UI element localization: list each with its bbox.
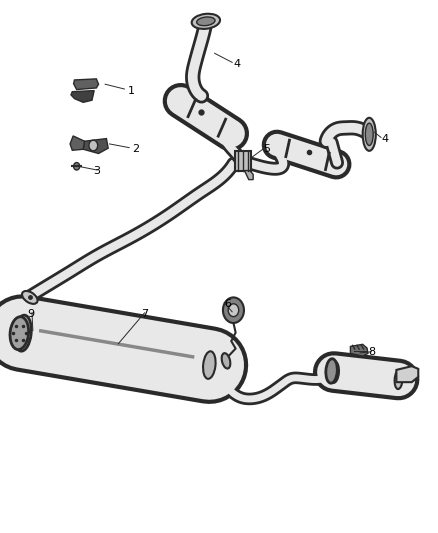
- Text: 4: 4: [233, 59, 240, 69]
- Ellipse shape: [365, 123, 373, 146]
- Polygon shape: [83, 139, 108, 154]
- Polygon shape: [396, 366, 418, 382]
- Circle shape: [74, 163, 80, 170]
- Ellipse shape: [326, 359, 337, 383]
- Polygon shape: [350, 344, 368, 356]
- Circle shape: [89, 140, 98, 151]
- Polygon shape: [71, 91, 94, 102]
- Ellipse shape: [197, 17, 215, 26]
- Ellipse shape: [395, 370, 403, 389]
- Text: 3: 3: [93, 166, 100, 175]
- Ellipse shape: [203, 351, 215, 379]
- Text: 2: 2: [132, 144, 139, 154]
- Ellipse shape: [222, 353, 230, 368]
- Text: 1: 1: [128, 86, 135, 95]
- Polygon shape: [235, 151, 251, 171]
- Ellipse shape: [363, 118, 376, 151]
- Ellipse shape: [10, 317, 28, 350]
- Ellipse shape: [192, 14, 220, 29]
- Ellipse shape: [14, 315, 31, 351]
- Text: 9: 9: [27, 310, 34, 319]
- Text: 8: 8: [369, 347, 376, 357]
- Polygon shape: [74, 79, 99, 90]
- Text: 5: 5: [264, 144, 271, 154]
- Text: 6: 6: [224, 299, 231, 309]
- Text: 7: 7: [141, 310, 148, 319]
- Circle shape: [228, 304, 239, 317]
- Ellipse shape: [329, 361, 339, 383]
- Ellipse shape: [22, 291, 38, 304]
- Polygon shape: [244, 171, 253, 180]
- Circle shape: [223, 297, 244, 323]
- Polygon shape: [70, 136, 85, 150]
- Text: 4: 4: [382, 134, 389, 143]
